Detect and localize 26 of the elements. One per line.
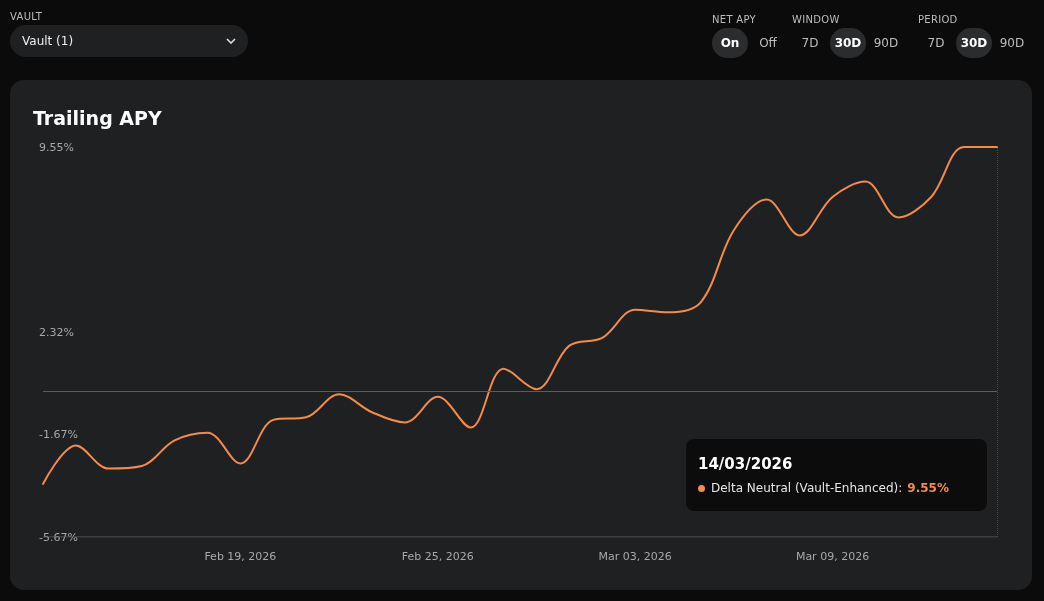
y-tick-label: 9.55% bbox=[39, 140, 74, 154]
text: NET APY bbox=[712, 14, 757, 27]
annotation: 14/03/2026 bbox=[698, 455, 794, 473]
text: 90D bbox=[872, 35, 900, 52]
y-tick-label: -5.67% bbox=[39, 530, 78, 544]
tooltip-card: 14/03/2026 Delta Neutral (Vault-Enhanced): 9.55% bbox=[686, 439, 987, 511]
text: On bbox=[712, 28, 748, 58]
text: 30D bbox=[830, 28, 866, 58]
x-tick-label: Mar 03, 2026 bbox=[598, 550, 672, 563]
text: Off bbox=[758, 35, 778, 52]
text: Vault (1) bbox=[22, 34, 74, 48]
chart-title: Trailing APY bbox=[33, 107, 162, 129]
text: PERIOD bbox=[918, 14, 959, 27]
text: WINDOW bbox=[792, 14, 841, 27]
text: VAULT bbox=[10, 11, 44, 24]
text: 30D bbox=[956, 28, 992, 58]
annotation: 9.55% bbox=[907, 481, 949, 495]
text: 7D bbox=[926, 35, 946, 52]
text: 90D bbox=[998, 35, 1026, 52]
x-tick-label: Feb 25, 2026 bbox=[401, 550, 474, 563]
text: 7D bbox=[800, 35, 820, 52]
y-tick-label: 2.32% bbox=[39, 325, 74, 339]
x-tick-label: Mar 09, 2026 bbox=[795, 550, 870, 563]
y-tick-label: -1.67% bbox=[39, 428, 78, 441]
annotation: Delta Neutral (Vault-Enhanced): bbox=[711, 481, 903, 495]
x-tick-label: Feb 19, 2026 bbox=[204, 550, 277, 563]
